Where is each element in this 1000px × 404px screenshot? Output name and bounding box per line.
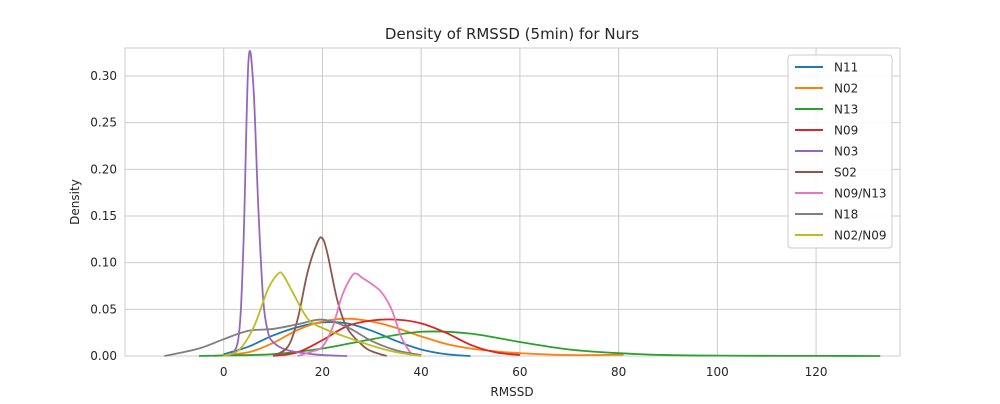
legend-label-n11: N11: [834, 61, 858, 75]
legend: N11 N02 N13 N09 N03 S02 N09/N13 N18 N02/N09: [787, 54, 893, 249]
legend-label-n02: N02: [834, 82, 858, 96]
x-tick-label: 120: [805, 365, 828, 379]
x-tick-label: 80: [611, 365, 626, 379]
x-tick-label: 20: [315, 365, 330, 379]
legend-frame: [787, 54, 893, 249]
legend-label-n18: N18: [834, 208, 858, 222]
chart-title: Density of RMSSD (5min) for Nurs: [385, 25, 639, 43]
y-tick-label: 0.30: [90, 69, 117, 83]
series-line-n09: [272, 318, 521, 357]
x-tick-label: 100: [706, 365, 729, 379]
y-tick-label: 0.05: [90, 302, 117, 316]
tick-labels: 0 20 40 60 80 100 120 0.00 0.05 0.10 0.15 0.20 0.25 0…: [90, 69, 827, 379]
y-axis-label: Density: [68, 179, 82, 225]
legend-label-n02-n09: N02/N09: [834, 229, 887, 243]
series-line-n13: [199, 330, 881, 357]
x-tick-label: 40: [414, 365, 429, 379]
series-line-n02-n09: [223, 271, 422, 357]
y-tick-label: 0.00: [90, 349, 117, 363]
legend-label-n09-n13: N09/N13: [834, 187, 887, 201]
y-tick-label: 0.20: [90, 162, 117, 176]
legend-label-s02: S02: [834, 166, 857, 180]
y-tick-label: 0.10: [90, 256, 117, 270]
grid-lines: [125, 48, 900, 357]
x-tick-label: 0: [220, 365, 228, 379]
legend-label-n03: N03: [834, 145, 858, 159]
series-line-n11: [223, 321, 471, 357]
y-tick-label: 0.15: [90, 209, 117, 223]
x-axis-label: RMSSD: [490, 385, 533, 399]
legend-label-n13: N13: [834, 103, 858, 117]
x-tick-label: 60: [512, 365, 527, 379]
series-lines: [164, 50, 881, 357]
series-line-n09-n13: [297, 272, 413, 357]
series-line-n02: [213, 317, 624, 357]
series-line-s02: [272, 236, 387, 357]
series-line-n18: [164, 318, 422, 357]
legend-label-n09: N09: [834, 124, 858, 138]
y-tick-label: 0.25: [90, 116, 117, 130]
series-line-n03: [227, 50, 348, 357]
